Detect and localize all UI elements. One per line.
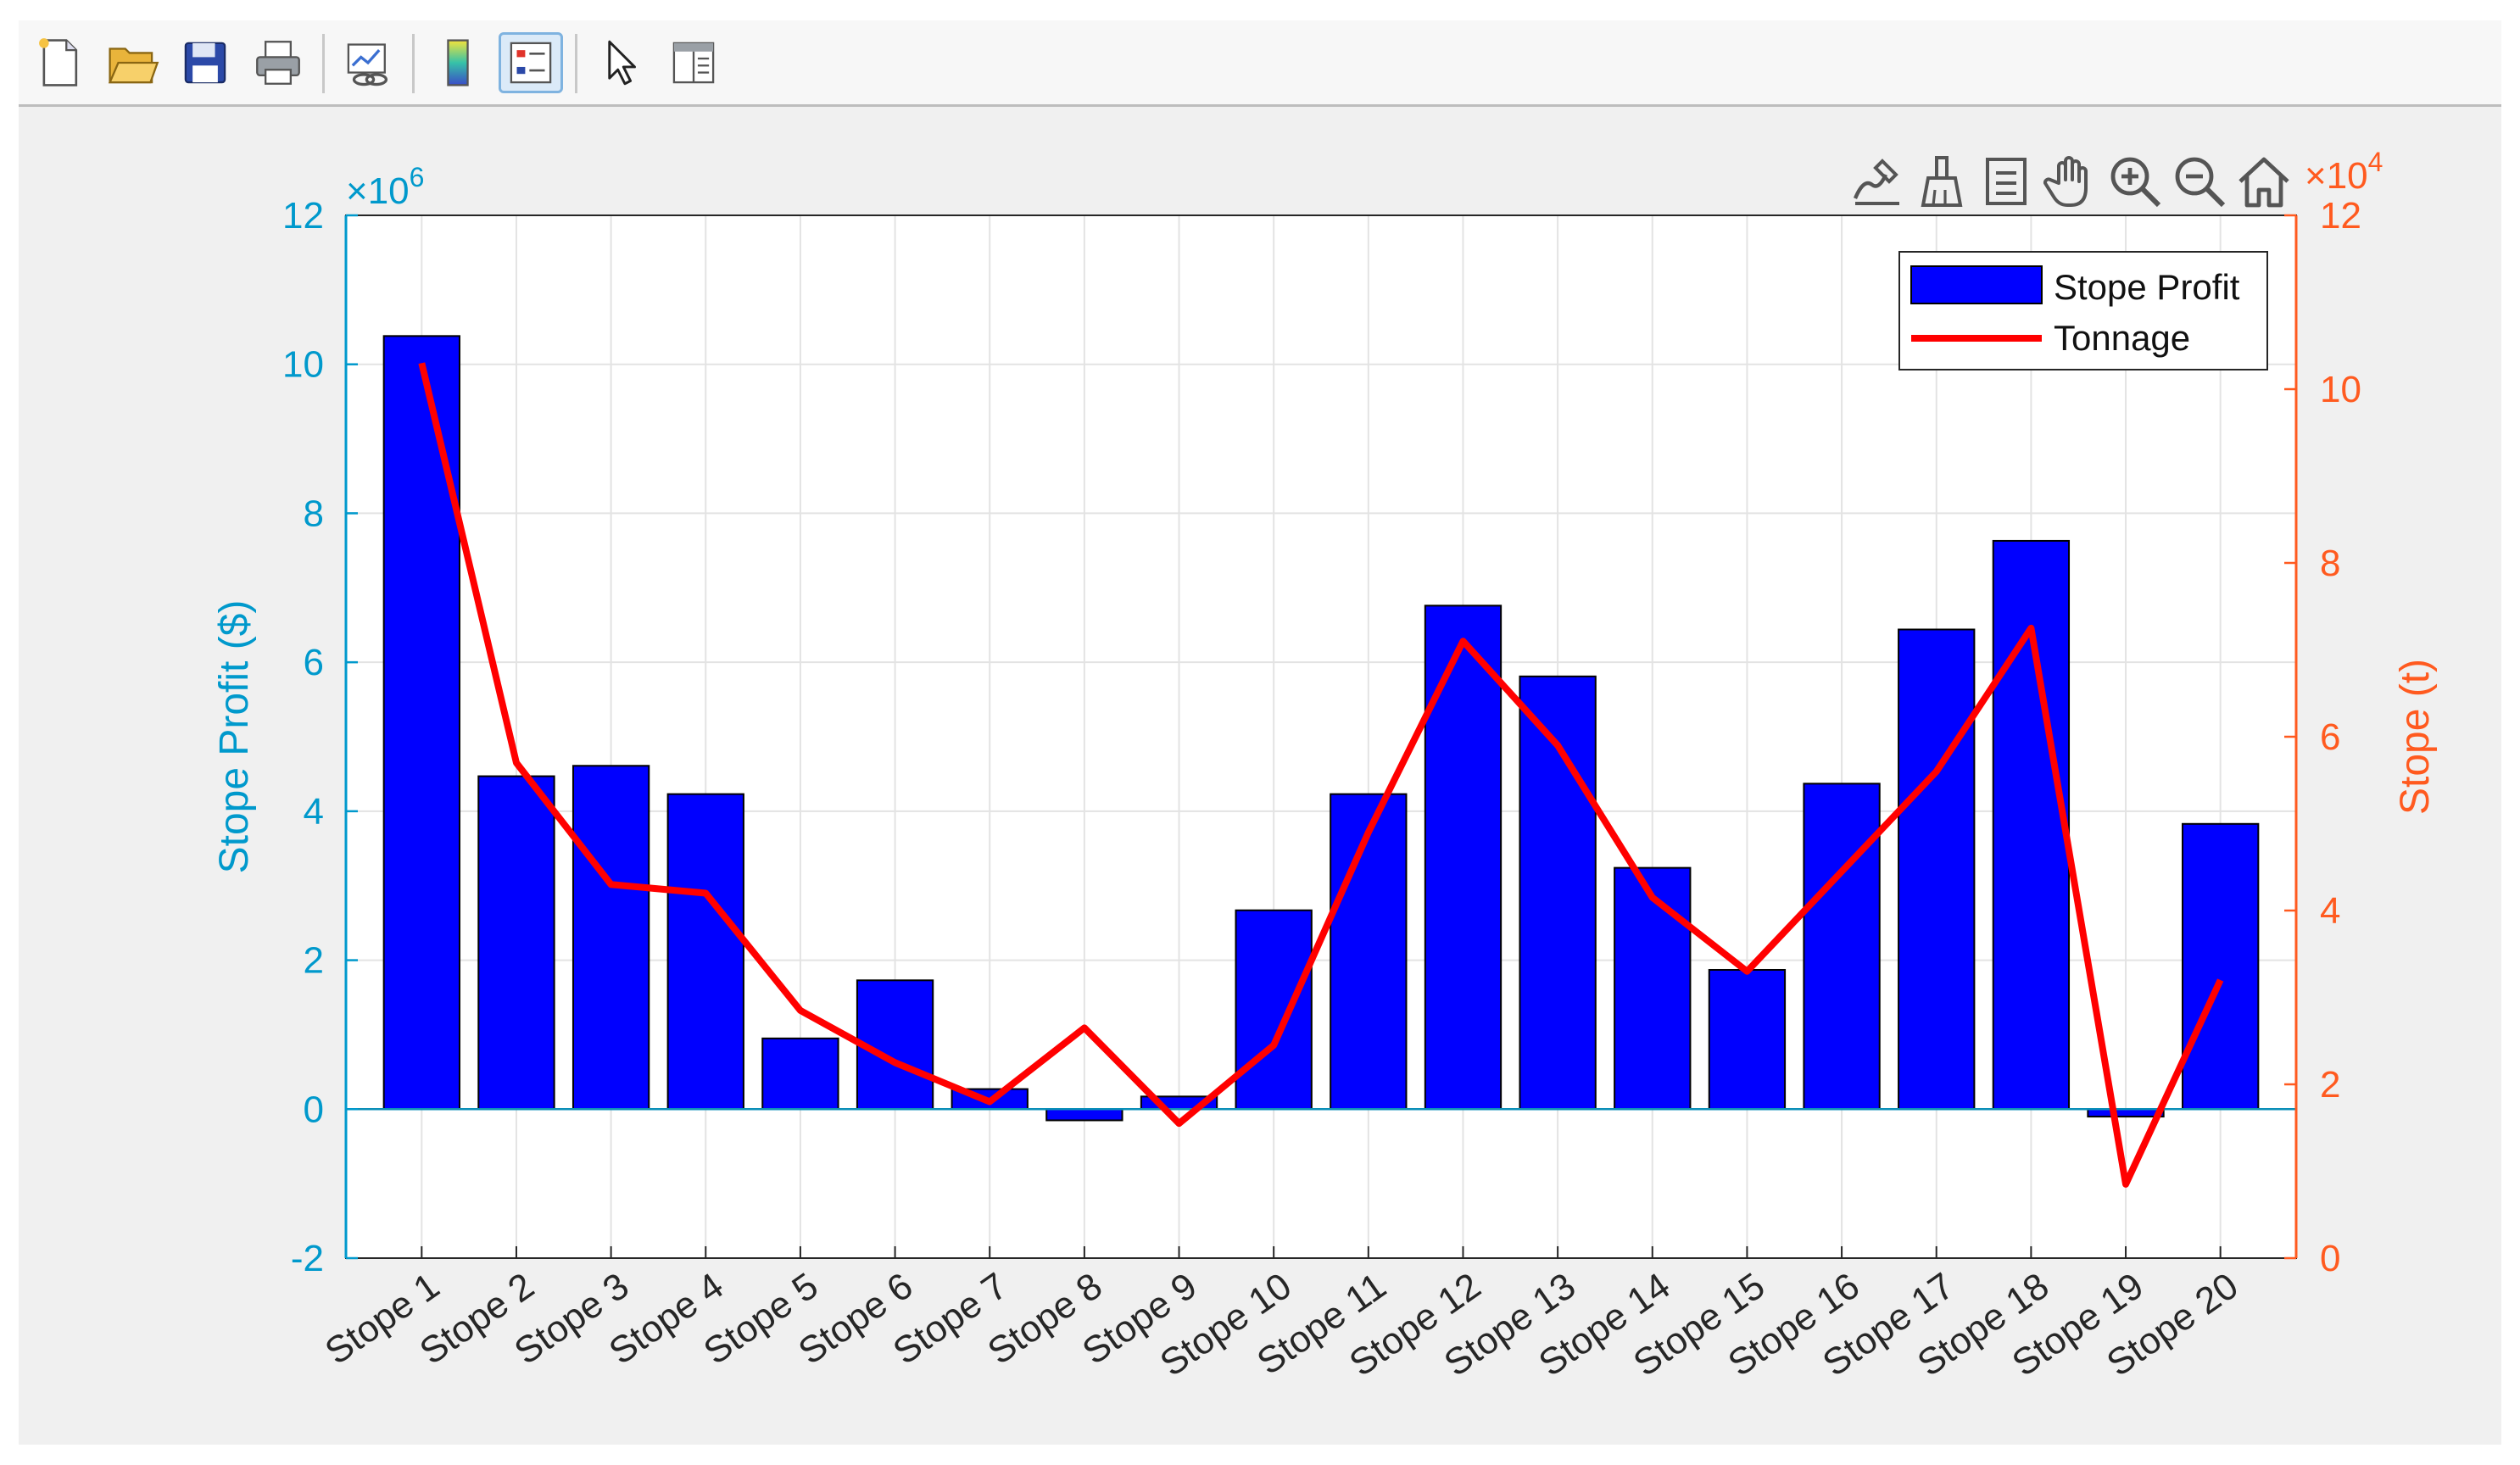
right-y-ticks: 0 2 4 6 8 10 12: [2284, 195, 2361, 1279]
left-y-tick-label: 8: [304, 493, 324, 534]
zoom-out-button[interactable]: [2171, 153, 2228, 210]
right-y-tick-label: 12: [2320, 195, 2361, 237]
left-y-tick-label: -2: [291, 1238, 324, 1279]
line-series: [418, 362, 2224, 1188]
left-y-tick-label: 4: [304, 791, 324, 833]
colorbar-icon: [447, 39, 469, 86]
bar-stope-profit[interactable]: [1330, 793, 1408, 1111]
data-tips-button[interactable]: [1848, 153, 1906, 210]
left-y-tick-label: 2: [304, 940, 324, 982]
property-inspector-button[interactable]: [661, 32, 726, 93]
legend-swatch-stope-profit: [1910, 265, 2043, 304]
right-y-tick-label: 4: [2320, 890, 2340, 932]
pan-button[interactable]: [2042, 153, 2099, 210]
zoom-in-icon: [2110, 157, 2161, 208]
zoom-out-icon: [2175, 157, 2226, 208]
new-document-icon: [39, 38, 78, 86]
bar-stope-profit[interactable]: [1614, 866, 1692, 1111]
right-y-tick-label: 8: [2320, 543, 2340, 584]
bar-stope-profit[interactable]: [1045, 1108, 1123, 1122]
insert-legend-button[interactable]: [499, 32, 563, 93]
bar-stope-profit[interactable]: [477, 775, 555, 1111]
left-y-label: Stope Profit ($): [212, 600, 257, 874]
insert-colorbar-button[interactable]: [426, 32, 490, 93]
right-y-tick-label: 2: [2320, 1064, 2340, 1106]
home-icon: [2238, 157, 2289, 208]
bar-stope-profit[interactable]: [761, 1037, 839, 1111]
folder-open-icon: [108, 47, 159, 84]
bar-stope-profit[interactable]: [1708, 968, 1787, 1111]
legend-label-tonnage: Tonnage: [2054, 318, 2190, 358]
floppy-disk-icon: [184, 42, 226, 84]
legend-label-stope-profit: Stope Profit: [2054, 267, 2240, 307]
bar-stope-profit[interactable]: [382, 335, 460, 1111]
bar-stope-profit[interactable]: [2182, 822, 2260, 1111]
link-plot-icon: [347, 43, 388, 86]
brush-icon: [1921, 156, 1963, 207]
printer-icon: [256, 41, 300, 85]
brush-button[interactable]: [1913, 153, 1971, 210]
left-y-tick-label: 10: [282, 344, 324, 386]
left-y-tick-label: 12: [282, 195, 324, 237]
arrow-pointer-icon: [608, 40, 636, 86]
bar-stope-profit[interactable]: [2087, 1108, 2165, 1118]
right-y-exponent: ×104: [2305, 147, 2383, 197]
left-y-ticks: -2 0 2 4 6 8 10 12: [282, 195, 358, 1279]
left-y-tick-label: 0: [304, 1089, 324, 1130]
bar-stope-profit[interactable]: [1803, 783, 1881, 1111]
right-y-tick-label: 6: [2320, 716, 2340, 758]
bar-stope-profit[interactable]: [1235, 909, 1313, 1111]
figure-toolbar: [19, 20, 2501, 107]
left-y-tick-label: 6: [304, 642, 324, 683]
export-icon: [1986, 158, 2027, 205]
bar-stope-profit[interactable]: [666, 793, 744, 1111]
open-file-button[interactable]: [100, 32, 164, 93]
right-y-tick-label: 0: [2320, 1238, 2340, 1279]
panel-icon: [672, 42, 715, 84]
legend[interactable]: Stope Profit Tonnage: [1898, 251, 2268, 370]
line-tonnage[interactable]: [418, 362, 2224, 1188]
zoom-in-button[interactable]: [2106, 153, 2164, 210]
print-figure-button[interactable]: [246, 32, 310, 93]
new-figure-button[interactable]: [27, 32, 92, 93]
save-figure-button[interactable]: [173, 32, 237, 93]
legend-icon: [510, 42, 552, 84]
right-y-tick-label: 10: [2320, 369, 2361, 410]
right-y-label: Stope (t): [2393, 659, 2438, 815]
bar-stope-profit[interactable]: [1424, 604, 1503, 1111]
left-y-exponent: ×106: [346, 162, 424, 212]
bar-stope-profit[interactable]: [1519, 675, 1597, 1111]
bar-stope-profit[interactable]: [1898, 628, 1976, 1111]
edit-plot-button[interactable]: [588, 32, 653, 93]
hand-icon: [2043, 156, 2088, 207]
bar-stope-profit[interactable]: [571, 765, 650, 1111]
link-plot-button[interactable]: [336, 32, 400, 93]
data-tips-icon: [1853, 159, 1899, 205]
export-button[interactable]: [1977, 153, 2035, 210]
restore-view-button[interactable]: [2235, 153, 2293, 210]
